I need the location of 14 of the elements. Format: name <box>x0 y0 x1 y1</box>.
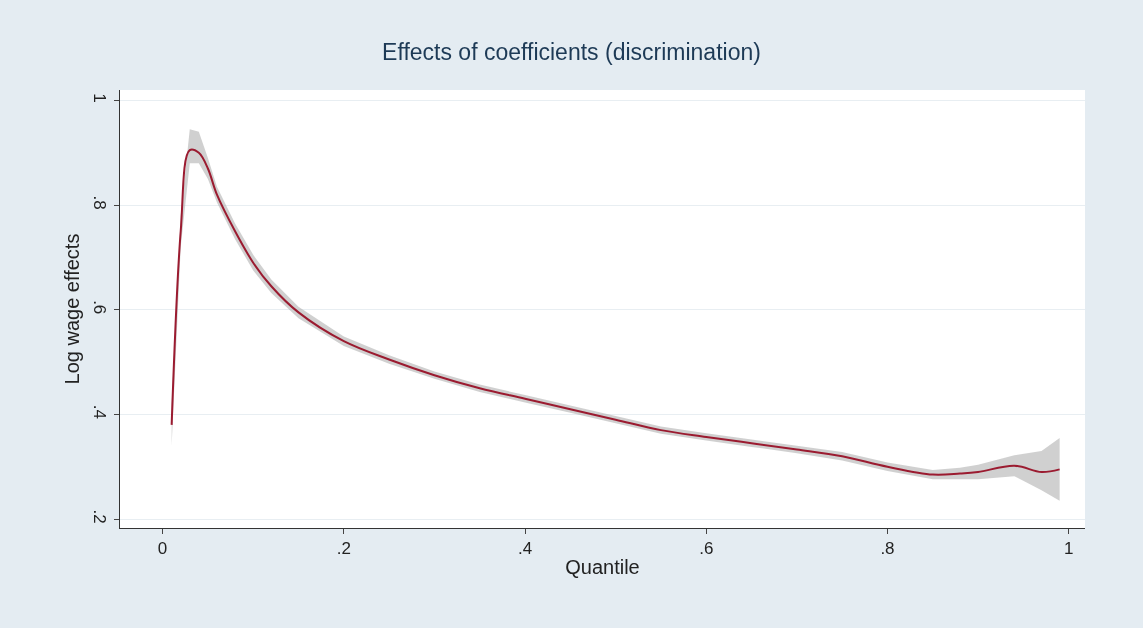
y-tick-label: .2 <box>89 509 109 524</box>
x-tick-label: .2 <box>336 539 351 559</box>
x-tick-label: .8 <box>880 539 895 559</box>
x-tick-label: .4 <box>517 539 533 559</box>
y-tick-label: .4 <box>89 404 109 419</box>
y-tick-label: .8 <box>89 195 109 210</box>
x-tick-label: 0 <box>157 539 168 559</box>
chart-title: Effects of coefficients (discrimination) <box>382 39 761 66</box>
y-tick-label: 1 <box>89 93 109 103</box>
y-axis-title: Log wage effects <box>61 233 84 385</box>
x-tick-label: .6 <box>699 539 714 559</box>
y-tick-label: .6 <box>89 300 109 315</box>
x-axis-title: Quantile <box>565 555 640 578</box>
x-tick-label: 1 <box>1063 539 1074 559</box>
